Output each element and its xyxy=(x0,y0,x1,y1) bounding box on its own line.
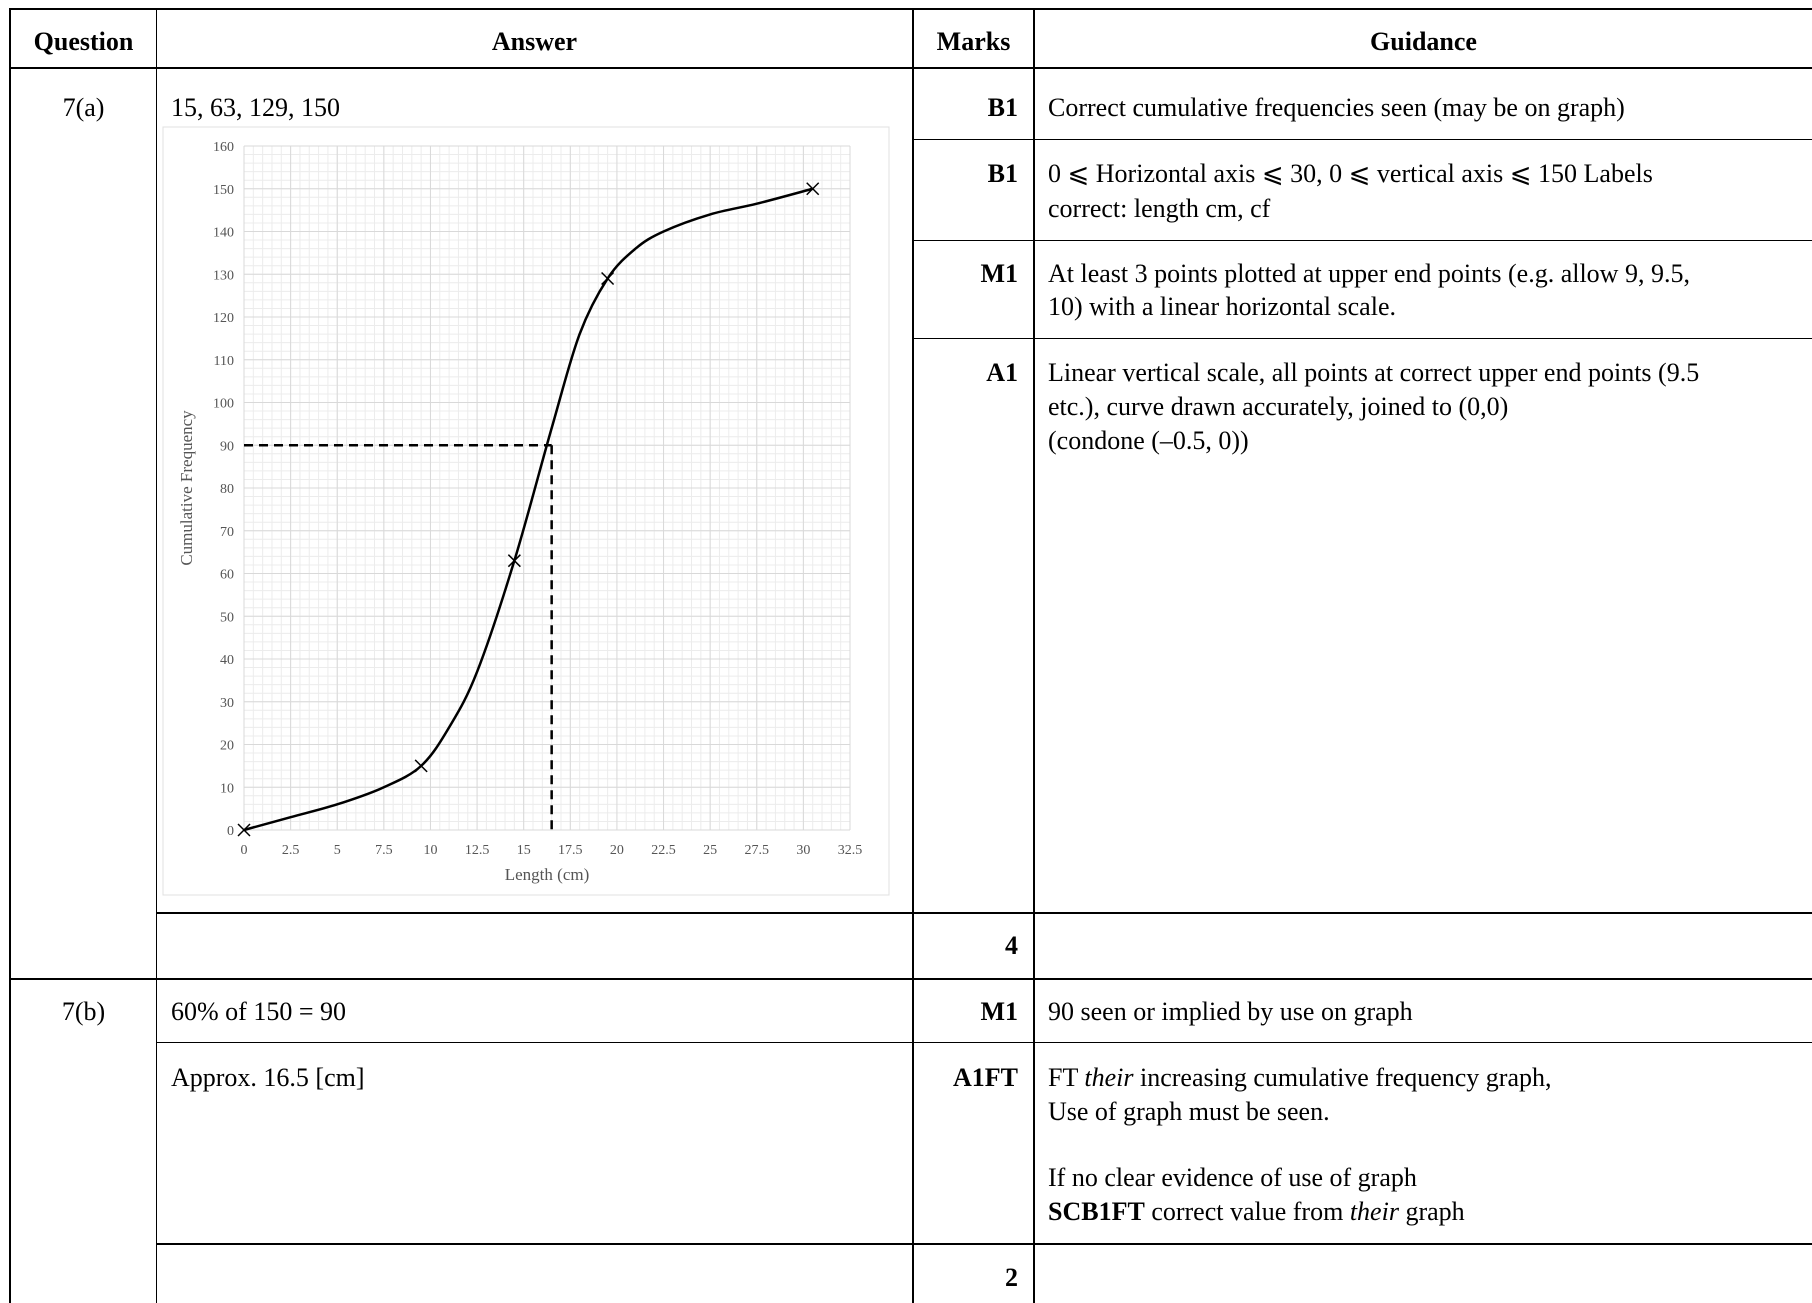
x-tick-label: 30 xyxy=(796,843,810,858)
table-border-left xyxy=(9,8,11,1303)
column-divider xyxy=(1033,8,1035,1303)
point-cross-stroke xyxy=(414,759,428,773)
plotted-point xyxy=(237,823,251,837)
guidance-text: correct: length cm, cf xyxy=(1048,194,1271,223)
guidance-text: Linear vertical scale, all points at cor… xyxy=(1048,358,1700,387)
total-marks: 2 xyxy=(1005,1263,1018,1292)
mark-code: M1 xyxy=(980,997,1018,1026)
point-cross-stroke xyxy=(507,554,521,568)
point-cross-stroke xyxy=(806,182,820,196)
x-tick-label: 17.5 xyxy=(558,843,583,858)
guidance-text: 10) with a linear horizontal scale. xyxy=(1048,292,1396,321)
guidance-bold: SCB1FT xyxy=(1048,1197,1145,1226)
x-tick-label: 32.5 xyxy=(838,843,863,858)
plotted-point xyxy=(601,271,615,286)
table-border-top xyxy=(9,8,1812,10)
row-divider xyxy=(913,338,1812,339)
mark-code: A1 xyxy=(986,358,1018,387)
y-tick-label: 40 xyxy=(220,653,234,668)
mark-code: B1 xyxy=(987,93,1018,122)
y-tick-label: 10 xyxy=(220,781,234,796)
mark-code: B1 xyxy=(987,159,1018,188)
x-tick-label: 0 xyxy=(241,843,248,858)
header-marks: Marks xyxy=(936,27,1011,56)
cumulative-frequency-curve xyxy=(243,187,814,832)
guidance-fragment: increasing cumulative frequency graph, xyxy=(1133,1063,1552,1092)
guidance-text: Correct cumulative frequencies seen (may… xyxy=(1048,93,1625,122)
guidance-text: etc.), curve drawn accurately, joined to… xyxy=(1048,392,1509,421)
point-cross-stroke xyxy=(237,823,251,837)
answer-text: 60% of 150 = 90 xyxy=(171,997,346,1026)
guidance-text: Use of graph must be seen. xyxy=(1048,1097,1330,1126)
y-tick-label: 120 xyxy=(213,311,234,326)
guidance-fragment: FT xyxy=(1048,1063,1085,1092)
column-divider xyxy=(156,8,157,1303)
y-tick-label: 60 xyxy=(220,568,234,583)
plotted-point xyxy=(507,554,521,568)
header-guidance: Guidance xyxy=(1370,27,1477,56)
row-divider xyxy=(156,1042,1812,1043)
guidance-text: At least 3 points plotted at upper end p… xyxy=(1048,259,1690,288)
row-divider xyxy=(156,912,1812,914)
column-divider xyxy=(912,8,914,1303)
y-tick-label: 0 xyxy=(227,824,234,839)
guidance-text: 90 seen or implied by use on graph xyxy=(1048,997,1413,1026)
y-tick-label: 50 xyxy=(220,610,234,625)
y-tick-label: 70 xyxy=(220,525,234,540)
total-marks: 4 xyxy=(1005,931,1018,960)
x-tick-label: 7.5 xyxy=(375,843,393,858)
x-tick-label: 25 xyxy=(703,843,717,858)
x-tick-label: 15 xyxy=(517,843,531,858)
y-axis-label: Cumulative Frequency xyxy=(177,410,196,566)
header-question: Question xyxy=(33,27,134,56)
y-tick-label: 80 xyxy=(220,482,234,497)
guidance-text: 0 ⩽ Horizontal axis ⩽ 30, 0 ⩽ vertical a… xyxy=(1048,159,1653,188)
x-tick-label: 20 xyxy=(610,843,624,858)
header-answer: Answer xyxy=(491,27,578,56)
row-divider xyxy=(156,1243,1812,1245)
answer-text: Approx. 16.5 [cm] xyxy=(171,1063,365,1092)
x-tick-label: 27.5 xyxy=(745,843,770,858)
y-tick-label: 90 xyxy=(220,439,234,454)
plotted-point xyxy=(414,759,428,773)
y-tick-label: 100 xyxy=(213,397,234,412)
x-tick-label: 22.5 xyxy=(651,843,676,858)
guidance-fragment: graph xyxy=(1398,1197,1465,1226)
answer-text: 15, 63, 129, 150 xyxy=(171,93,340,122)
y-tick-label: 130 xyxy=(213,268,234,283)
row-divider xyxy=(9,978,1812,980)
guidance-text: (condone (–0.5, 0)) xyxy=(1048,426,1249,455)
y-tick-label: 110 xyxy=(214,354,234,369)
cumulative-frequency-chart: 0 2.5 5 7.5 10 12.5 15 17.5 20 22.5 25 27.5 30 32.5 0 1… xyxy=(162,126,890,896)
x-tick-label: 2.5 xyxy=(282,843,300,858)
guidance-text: If no clear evidence of use of graph xyxy=(1048,1163,1417,1192)
guidance-fragment: correct value from xyxy=(1144,1197,1350,1226)
point-cross-stroke xyxy=(601,271,615,286)
mark-code: M1 xyxy=(980,259,1018,288)
y-tick-label: 150 xyxy=(213,183,234,198)
y-tick-label: 160 xyxy=(213,140,234,155)
row-divider xyxy=(913,240,1812,241)
x-tick-label: 5 xyxy=(334,843,341,858)
question-number: 7(b) xyxy=(61,997,106,1026)
mark-code: A1FT xyxy=(953,1063,1018,1092)
guidance-emphasis: their xyxy=(1084,1063,1134,1092)
header-divider xyxy=(9,67,1812,69)
x-tick-label: 12.5 xyxy=(465,843,490,858)
question-number: 7(a) xyxy=(62,93,105,122)
x-tick-label: 10 xyxy=(423,843,437,858)
guidance-text: FT their increasing cumulative frequency… xyxy=(1048,1062,1551,1094)
plotted-point xyxy=(806,182,820,196)
x-axis-label: Length (cm) xyxy=(505,865,590,884)
row-divider xyxy=(913,139,1812,140)
y-tick-label: 20 xyxy=(220,739,234,754)
y-tick-label: 30 xyxy=(220,696,234,711)
guidance-emphasis: their xyxy=(1349,1197,1399,1226)
guidance-text: SCB1FT correct value from their graph xyxy=(1048,1196,1465,1228)
chart-frame xyxy=(162,126,890,896)
y-tick-label: 140 xyxy=(213,226,234,241)
